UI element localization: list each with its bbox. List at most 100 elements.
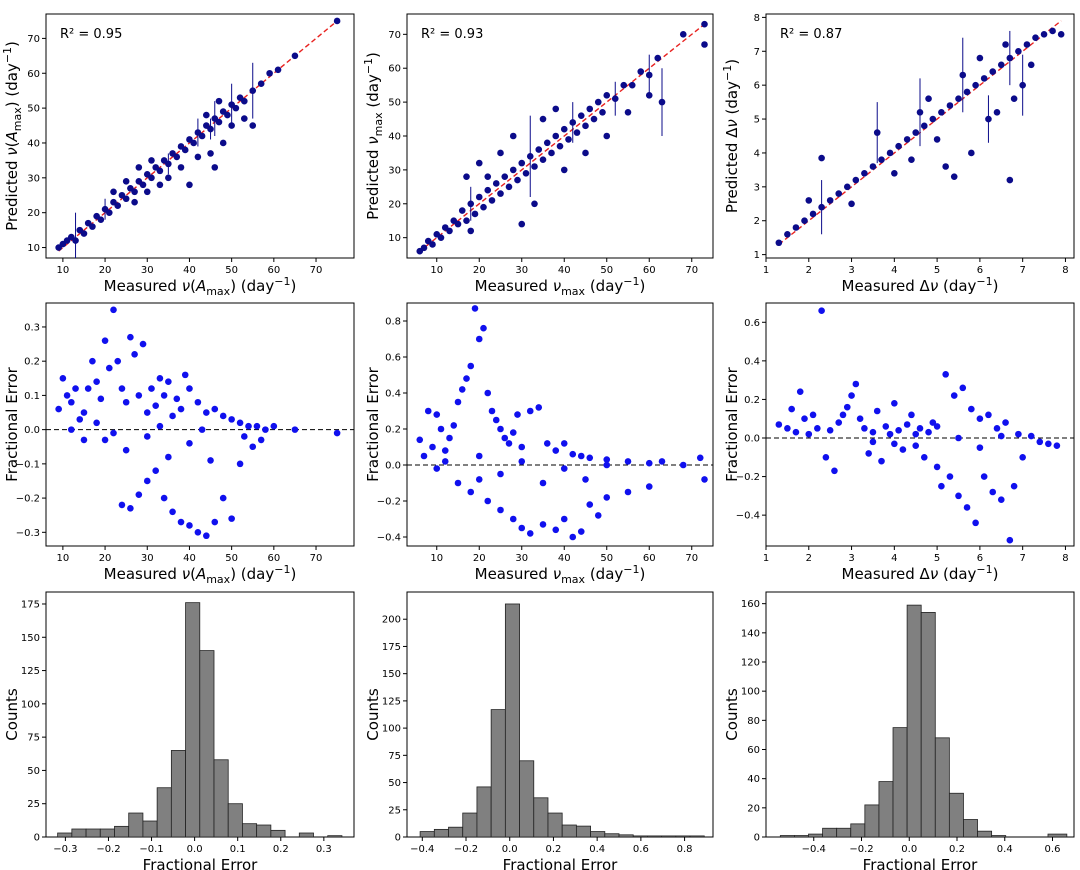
data-point	[249, 443, 257, 451]
x-tick-label: 40	[183, 265, 196, 276]
data-point	[143, 188, 151, 196]
data-point	[826, 197, 834, 204]
y-tick-label: 0.2	[24, 357, 40, 368]
data-point	[903, 136, 911, 143]
axes-frame	[406, 591, 714, 838]
data-point	[959, 384, 967, 392]
data-point	[169, 412, 176, 420]
histogram-bar	[794, 835, 809, 837]
x-tick-label: 50	[225, 265, 238, 276]
data-point	[552, 105, 560, 113]
histogram-bar	[242, 823, 258, 837]
data-point	[792, 224, 800, 231]
y-tick-label: 1	[754, 250, 760, 261]
data-point	[989, 68, 997, 75]
data-point	[110, 429, 117, 437]
data-point	[114, 202, 122, 210]
histogram-bar	[850, 823, 866, 837]
x-tick-label: 1	[763, 265, 769, 276]
data-point	[993, 108, 1001, 116]
histogram-bar	[661, 835, 677, 837]
y-tick-label: 7	[754, 47, 760, 58]
plot-area	[57, 602, 343, 837]
panel-numax-amax-resid: 10 20 30 40 50 60 70 −0.3 −0.2 −0.1 0.0 0.1 0.2 0.3 Me…	[3, 302, 355, 586]
x-axis-label: Fractional Error	[143, 856, 259, 870]
x-tick-label: 10	[57, 265, 70, 276]
x-tick-label: −0.3	[53, 844, 77, 855]
data-point	[165, 160, 172, 168]
y-axis-label: Fractional Error	[364, 366, 382, 482]
data-point	[165, 453, 172, 461]
data-point	[997, 61, 1005, 69]
y-tick-label: 40	[747, 774, 760, 785]
y-tick-label: −0.2	[377, 497, 401, 508]
data-point	[236, 460, 244, 468]
data-point	[424, 407, 432, 415]
data-point	[509, 429, 517, 436]
data-point	[509, 515, 517, 523]
data-point	[624, 488, 632, 496]
y-tick-label: −0.3	[16, 528, 40, 539]
y-tick-label: −0.1	[16, 459, 40, 470]
x-tick-label: 5	[934, 265, 940, 276]
data-point	[903, 421, 911, 428]
y-tick-label: 0.1	[24, 391, 40, 402]
data-point	[203, 532, 210, 540]
y-tick-label: 60	[27, 69, 40, 80]
data-point	[245, 422, 252, 430]
data-point	[84, 385, 92, 392]
data-point	[463, 375, 470, 382]
data-point	[492, 416, 500, 424]
x-tick-label: 70	[685, 265, 698, 276]
data-point	[942, 371, 949, 378]
data-point	[869, 163, 877, 170]
data-point	[463, 173, 470, 180]
data-point	[573, 129, 581, 136]
x-tick-label: 0.2	[949, 844, 965, 855]
plot-area	[775, 20, 1065, 247]
y-tick-label: 20	[27, 208, 40, 219]
y-tick-label: 0.8	[385, 317, 401, 328]
data-point	[262, 426, 269, 433]
data-point	[488, 197, 496, 204]
data-point	[959, 71, 967, 79]
y-tick-label: 100	[21, 699, 40, 710]
x-tick-label: 60	[643, 265, 656, 276]
data-point	[1002, 41, 1009, 48]
data-point	[929, 115, 937, 123]
x-tick-label: 7	[1019, 265, 1025, 276]
histogram-bar	[906, 604, 922, 837]
y-tick-label: 50	[27, 766, 40, 777]
y-tick-label: 175	[382, 642, 401, 653]
data-point	[97, 395, 105, 403]
y-tick-label: 0.2	[385, 425, 401, 436]
r-squared-annotation: R² = 0.95	[60, 27, 122, 42]
data-point	[560, 465, 568, 472]
x-tick-label: 0.2	[273, 844, 289, 855]
histogram-bar	[547, 812, 563, 837]
data-point	[211, 405, 219, 413]
data-point	[955, 95, 962, 103]
histogram-bar	[85, 828, 101, 837]
data-point	[582, 149, 589, 157]
data-point	[518, 443, 526, 451]
data-point	[433, 411, 441, 418]
y-tick-label: 0.6	[744, 318, 760, 329]
data-point	[997, 496, 1005, 504]
data-point	[203, 111, 210, 119]
x-tick-label: 2	[806, 265, 812, 276]
histogram-bar	[977, 830, 993, 837]
data-point	[186, 385, 193, 392]
data-point	[497, 149, 504, 157]
data-point	[968, 149, 975, 157]
data-point	[831, 467, 838, 475]
data-point	[531, 200, 538, 208]
histogram-bar	[575, 825, 592, 837]
histogram-bar	[71, 828, 87, 837]
data-point	[603, 494, 611, 501]
y-tick-label: 175	[21, 599, 40, 610]
histogram-bar	[519, 760, 535, 837]
y-tick-label: 0	[754, 833, 760, 844]
data-point	[565, 136, 572, 143]
x-axis-label: Measured νmax (day−1)	[475, 563, 646, 586]
